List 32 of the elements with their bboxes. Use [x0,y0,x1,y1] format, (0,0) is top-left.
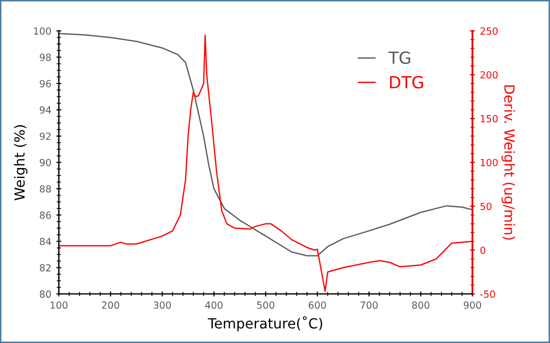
x-tick-label: 700 [360,301,378,309]
legend-label: DTG [390,76,423,88]
x-tick-label: 400 [205,301,223,309]
y-tick-label: 94 [40,106,52,114]
y-tick-label: 82 [40,264,51,272]
y-tick-label: 86 [40,212,51,219]
y-tick-label: 96 [40,80,51,88]
x-tick-label: 600 [308,301,326,309]
y2-tick-label: 200 [480,71,498,79]
x-tick-label: 800 [412,301,430,309]
y-tick-label: 92 [40,132,51,140]
y-tick-label: 100 [34,27,51,35]
x-tick-label: 500 [257,301,274,309]
x-axis-title: Temperature(˚C) [208,316,322,332]
x-tick-label: 300 [154,301,171,309]
y-tick-label: 90 [40,158,51,166]
y-tick-label: 88 [40,185,51,193]
x-tick-label: 900 [464,301,482,309]
y2-tick-label: 150 [480,115,498,122]
y2-tick-label: 250 [480,27,498,35]
x-tick-label: 200 [102,301,120,309]
y2-tick-label: -50 [480,290,495,298]
y2-axis-title: Deriv. Weight (ug/min) [502,85,515,240]
y-axis-title: Weight (%) [14,125,28,200]
y-tick-label: 80 [40,290,51,298]
y2-tick-label: 0 [480,246,486,254]
legend-label: TG [388,51,410,64]
y2-tick-label: 100 [480,158,498,166]
x-tick-label: 100 [50,301,68,309]
y-tick-label: 98 [40,54,51,62]
y2-tick-label: 50 [480,202,492,210]
y-tick-label: 84 [40,238,52,246]
